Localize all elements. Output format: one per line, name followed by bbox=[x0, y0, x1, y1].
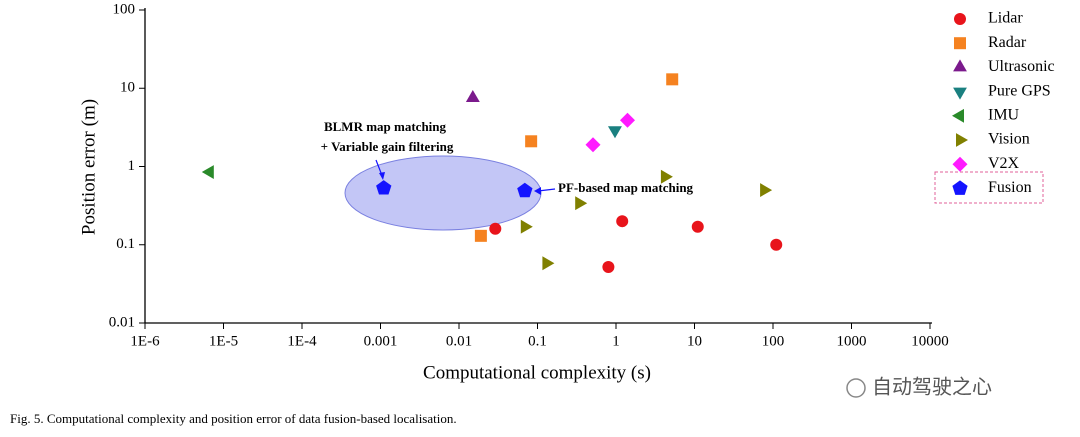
point bbox=[474, 229, 487, 242]
point bbox=[542, 256, 555, 271]
caption: Fig. 5. Computational complexity and pos… bbox=[10, 411, 457, 426]
legend-label: Ultrasonic bbox=[988, 58, 1055, 75]
point bbox=[525, 135, 538, 148]
legend-marker bbox=[952, 108, 964, 123]
legend-marker bbox=[952, 180, 968, 195]
legend-marker bbox=[954, 13, 966, 25]
x-tick-label: 1 bbox=[612, 333, 620, 349]
legend-label: Lidar bbox=[988, 10, 1023, 27]
point bbox=[520, 219, 533, 234]
legend-marker bbox=[953, 59, 967, 72]
point bbox=[666, 73, 679, 86]
point bbox=[201, 165, 214, 179]
annotation: + Variable gain filtering bbox=[321, 139, 454, 154]
watermark-icon bbox=[846, 378, 866, 398]
legend-marker bbox=[953, 87, 967, 100]
point bbox=[770, 238, 783, 251]
point bbox=[620, 112, 635, 128]
y-tick-label: 10 bbox=[120, 80, 135, 96]
legend-label: Vision bbox=[988, 131, 1030, 148]
x-tick-label: 10 bbox=[687, 333, 702, 349]
point bbox=[602, 260, 615, 273]
point bbox=[489, 222, 502, 235]
x-tick-label: 1E-6 bbox=[130, 333, 160, 349]
y-tick-label: 0.1 bbox=[116, 236, 135, 252]
x-tick-label: 1E-5 bbox=[209, 333, 238, 349]
legend-label: V2X bbox=[988, 155, 1020, 172]
fusion-region bbox=[344, 155, 542, 231]
point bbox=[616, 215, 629, 228]
y-axis-label: Position error (m) bbox=[78, 99, 99, 235]
y-tick-label: 100 bbox=[113, 1, 136, 17]
point bbox=[517, 182, 533, 198]
point bbox=[465, 90, 480, 102]
legend-label: IMU bbox=[988, 106, 1020, 123]
point bbox=[691, 220, 704, 233]
legend-marker bbox=[952, 156, 968, 172]
watermark: 自动驾驶之心 bbox=[872, 376, 992, 399]
point bbox=[575, 196, 588, 211]
point bbox=[585, 137, 601, 153]
legend-highlight bbox=[934, 171, 1044, 204]
annotation: BLMR map matching bbox=[324, 119, 447, 134]
x-tick-label: 10000 bbox=[911, 333, 949, 349]
legend-marker bbox=[954, 37, 966, 50]
x-tick-label: 1E-4 bbox=[287, 333, 317, 349]
legend-label: Fusion bbox=[988, 179, 1032, 196]
x-tick-label: 0.01 bbox=[446, 333, 472, 349]
legend-label: Radar bbox=[988, 34, 1027, 51]
arrowhead bbox=[534, 187, 541, 195]
point bbox=[660, 169, 673, 184]
y-tick-label: 1 bbox=[128, 158, 136, 174]
annotation: PF-based map matching bbox=[558, 180, 694, 195]
point bbox=[376, 180, 392, 195]
legend-label: Pure GPS bbox=[988, 82, 1051, 99]
x-axis-label: Computational complexity (s) bbox=[423, 362, 651, 383]
x-tick-label: 0.001 bbox=[364, 333, 398, 349]
x-tick-label: 100 bbox=[762, 333, 785, 349]
y-tick-label: 0.01 bbox=[109, 314, 135, 330]
point bbox=[760, 183, 773, 197]
x-tick-label: 1000 bbox=[837, 333, 867, 349]
legend-marker bbox=[956, 133, 968, 147]
arrowhead bbox=[379, 172, 385, 180]
point bbox=[608, 126, 622, 139]
x-tick-label: 0.1 bbox=[528, 333, 547, 349]
